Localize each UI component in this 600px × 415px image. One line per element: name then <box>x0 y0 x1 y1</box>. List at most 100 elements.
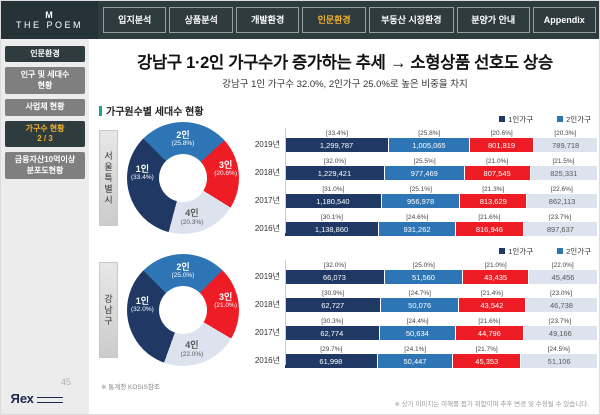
bar-segment: 1,229,421 <box>285 166 384 180</box>
percent-label: [21.6%] <box>478 317 501 325</box>
year-label: 2018년 <box>254 168 280 177</box>
percent-label: [24.1%] <box>404 345 427 353</box>
donut-label-pct: (21.0%) <box>214 302 237 310</box>
bar-segment: 51,106 <box>520 354 597 368</box>
sidebar-item-5[interactable]: 금융자산10억이상 분포도현황 <box>5 152 85 180</box>
donut-hole <box>158 153 208 203</box>
percent-label: [21.0%] <box>486 157 509 165</box>
table-row: 2018년 [30.9%] [24.7%] [21.4%] [23.0%] 62,727 5… <box>243 288 597 312</box>
bar-stack: [32.0%] [25.0%] [21.0%] [22.0%] 66,073 51,560… <box>285 260 597 284</box>
bar-segment: 61,998 <box>285 354 377 368</box>
percent-row: [31.0%] [25.1%] [21.3%] [22.6%] <box>285 184 597 194</box>
percent-label: [30.1%] <box>320 213 343 221</box>
region-label: 서울특별시 <box>99 130 118 226</box>
percent-label: [33.4%] <box>326 129 349 137</box>
nav-tab-2[interactable]: 상품분석 <box>169 7 233 33</box>
bar-segment: 44,796 <box>455 326 523 340</box>
table-row: 2016년 [30.1%] [24.6%] [21.6%] [23.7%] 1,138,8… <box>243 212 598 236</box>
legend-swatch-icon <box>557 248 564 254</box>
percent-label: [24.5%] <box>547 345 570 353</box>
page-subtitle: 강남구 1인 가구수 32.0%, 2인가구 25.0%로 높은 비중을 차지 <box>222 79 468 90</box>
bar-segment: 977,469 <box>383 166 464 180</box>
bar-stack: [30.3%] [24.4%] [21.6%] [23.7%] 62,774 50,634… <box>285 316 597 340</box>
table-row: 2016년 [29.7%] [24.1%] [21.7%] [24.5%] 61,998 5… <box>243 344 597 368</box>
nav-tab-4[interactable]: 인문환경 <box>302 7 366 33</box>
bar-segment: 45,353 <box>452 354 521 368</box>
bar-segment: 46,738 <box>524 298 597 312</box>
chart-left-column: 서울특별시 2인 (25.8%) 3인 (20.6%) 4인 (20.3%) 1인 (33.4%… <box>97 113 243 243</box>
year-label: 2017년 <box>254 196 280 205</box>
legend-swatch-icon <box>499 116 506 122</box>
donut-chart: 2인 (25.0%) 3인 (21.0%) 4인 (22.0%) 1인 (32.0%) <box>127 254 239 366</box>
percent-label: [21.0%] <box>484 261 507 269</box>
donut-label-name: 2인 <box>176 130 190 140</box>
year-label: 2018년 <box>254 300 280 309</box>
table-row: 2017년 [30.3%] [24.4%] [21.6%] [23.7%] 62,774 5… <box>243 316 597 340</box>
donut-label: 4인 (22.0%) <box>181 340 204 358</box>
nav-tab-3[interactable]: 개발환경 <box>235 7 300 33</box>
bar-segment: 956,978 <box>380 194 460 208</box>
brand-name: THE POEM <box>15 19 83 30</box>
chart-right-column: 1인가구 2인가구 2019년 [33.4%] [25.8%] [20.6%] [20.3%… <box>243 113 598 243</box>
sidebar-item-3[interactable]: 사업체 현황 <box>5 99 85 116</box>
donut-label-name: 3인 <box>218 160 233 170</box>
bar-segment: 62,774 <box>285 326 379 340</box>
rex-wordmark: Rex <box>11 391 34 406</box>
sidebar-item-4[interactable]: 가구수 현황 2 / 3 <box>5 120 85 148</box>
percent-label: [21.3%] <box>482 185 505 193</box>
nav-tab-5[interactable]: 부동산 시장환경 <box>368 7 454 33</box>
donut-label-pct: (20.6%) <box>214 170 237 178</box>
percent-row: [29.7%] [24.1%] [21.7%] [24.5%] <box>285 344 597 354</box>
percent-label: [20.3%] <box>554 129 577 137</box>
sidebar-item-1[interactable]: 인문환경 <box>5 46 85 63</box>
source-note: ※ 통계청 KOSIS참조 <box>101 384 160 391</box>
bar-segment: 43,435 <box>462 270 529 284</box>
percent-label: [25.1%] <box>409 185 432 193</box>
legend-item: 2인가구 <box>557 246 591 257</box>
bar-segment: 50,634 <box>378 326 456 340</box>
section-tick-icon <box>99 105 102 116</box>
bar-segment: 50,076 <box>380 298 458 312</box>
bar-segment: 897,637 <box>522 222 598 236</box>
bar-segment: 813,629 <box>459 194 527 208</box>
bar-segment: 43,542 <box>457 298 525 312</box>
stacked-bar: 1,138,860 931,262 816,946 897,637 <box>285 222 598 236</box>
top-nav: M THE POEM 입지분석 상품분석 개발환경 인문환경 부동산 시장환경 분양가 안… <box>1 1 599 39</box>
bar-stack: [29.7%] [24.1%] [21.7%] [24.5%] 61,998 50,447… <box>285 344 597 368</box>
stacked-bar: 62,774 50,634 44,796 49,166 <box>285 326 597 340</box>
percent-label: [21.6%] <box>478 213 501 221</box>
percent-label: [25.0%] <box>412 261 435 269</box>
brand-monogram-icon: M <box>45 9 54 20</box>
nav-tab-7[interactable]: Appendix <box>532 7 597 33</box>
section-title: 가구원수별 세대수 현황 <box>106 107 204 118</box>
donut-label-pct: (33.4%) <box>131 174 154 182</box>
sidebar-item-2[interactable]: 인구 및 세대수 현황 <box>5 67 85 95</box>
chart-seoul: 서울특별시 2인 (25.8%) 3인 (20.6%) 4인 (20.3%) 1인 (33.4%… <box>97 113 598 243</box>
donut-label-pct: (25.8%) <box>171 140 195 148</box>
bar-segment: 862,113 <box>526 194 597 208</box>
legend-item: 2인가구 <box>557 114 591 125</box>
bar-segment: 931,262 <box>378 222 456 236</box>
donut-label: 4인 (20.3%) <box>181 208 204 226</box>
bar-segment: 50,447 <box>376 354 453 368</box>
nav-tab-1[interactable]: 입지분석 <box>103 7 167 33</box>
percent-label: [23.7%] <box>548 317 572 325</box>
region-label: 강남구 <box>99 262 118 358</box>
brand-logo: M THE POEM <box>1 1 98 39</box>
bar-segment: 1,005,065 <box>388 138 469 152</box>
nav-tab-6[interactable]: 분양가 안내 <box>456 7 530 33</box>
percent-row: [30.1%] [24.6%] [21.6%] [23.7%] <box>285 212 597 222</box>
chart-left-column: 강남구 2인 (25.0%) 3인 (21.0%) 4인 (22.0%) 1인 (32.0%) <box>97 245 243 375</box>
percent-row: [32.0%] [25.5%] [21.0%] [21.5%] <box>285 156 597 166</box>
stacked-bar: 1,229,421 977,469 807,545 825,331 <box>285 166 597 180</box>
bar-segment: 1,138,860 <box>285 222 379 236</box>
percent-label: [24.6%] <box>406 213 429 221</box>
rex-logo-subtext <box>37 397 64 403</box>
stacked-bar: 62,727 50,076 43,542 46,738 <box>285 298 597 312</box>
bar-segment: 1,299,787 <box>285 138 389 152</box>
bar-segment: 1,180,540 <box>285 194 381 208</box>
main-content: 강남구 1·2인 가구수가 증가하는 추세 → 소형상품 선호도 상승 강남구 … <box>89 39 599 414</box>
bar-segment: 66,073 <box>285 270 384 284</box>
